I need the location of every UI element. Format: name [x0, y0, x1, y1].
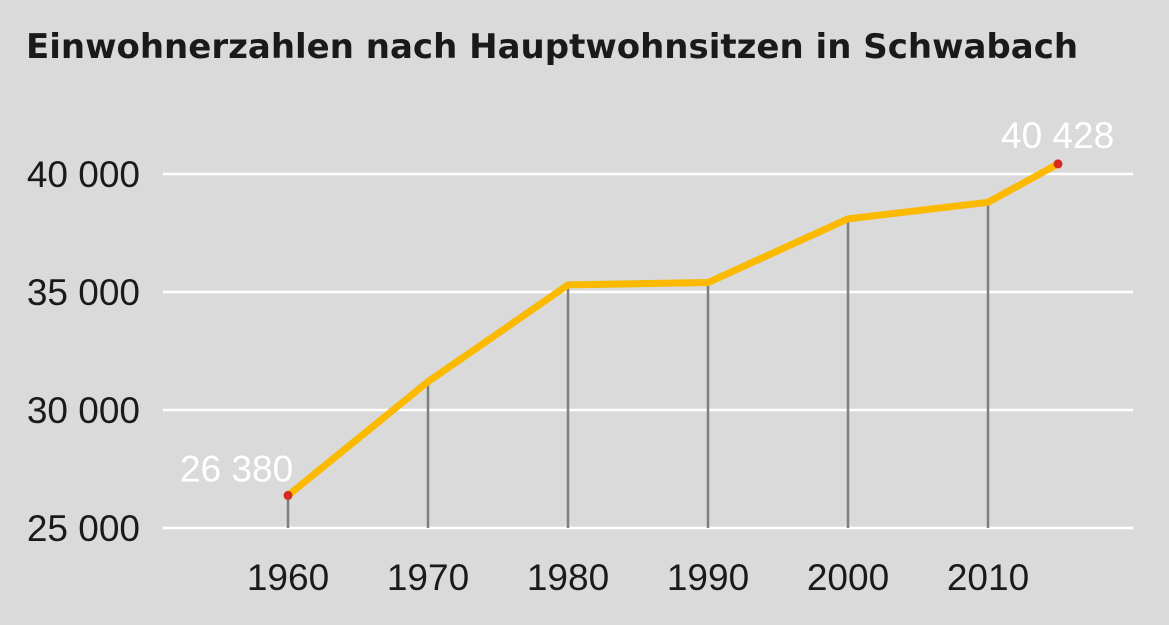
y-tick-label-3: 40 000 — [27, 154, 140, 195]
series-line — [285, 160, 1060, 499]
y-axis-labels: 25 000 30 000 35 000 40 000 — [27, 154, 140, 549]
x-tick-label-1980: 1980 — [527, 557, 609, 598]
data-labels: 26 380 40 428 — [180, 115, 1114, 490]
x-tick-label-2010: 2010 — [947, 557, 1029, 598]
chart-title: Einwohnerzahlen nach Hauptwohnsitzen in … — [26, 27, 1078, 67]
gridlines — [163, 172, 1133, 530]
data-label-1960: 26 380 — [180, 448, 293, 489]
data-point-1960 — [283, 490, 293, 500]
x-tick-label-1990: 1990 — [667, 557, 749, 598]
x-tick-label-1970: 1970 — [387, 557, 469, 598]
endpoint-markers — [283, 159, 1063, 500]
x-axis-labels: 1960 1970 1980 1990 2000 2010 — [247, 557, 1029, 598]
series-line-group — [285, 160, 1060, 499]
y-tick-label-0: 25 000 — [27, 508, 140, 549]
y-tick-label-1: 30 000 — [27, 390, 140, 431]
x-tick-label-2000: 2000 — [807, 557, 889, 598]
data-point-2015 — [1053, 159, 1063, 169]
x-tick-label-1960: 1960 — [247, 557, 329, 598]
drop-lines — [286, 202, 990, 528]
y-tick-label-2: 35 000 — [27, 272, 140, 313]
data-label-2015: 40 428 — [1001, 115, 1114, 156]
